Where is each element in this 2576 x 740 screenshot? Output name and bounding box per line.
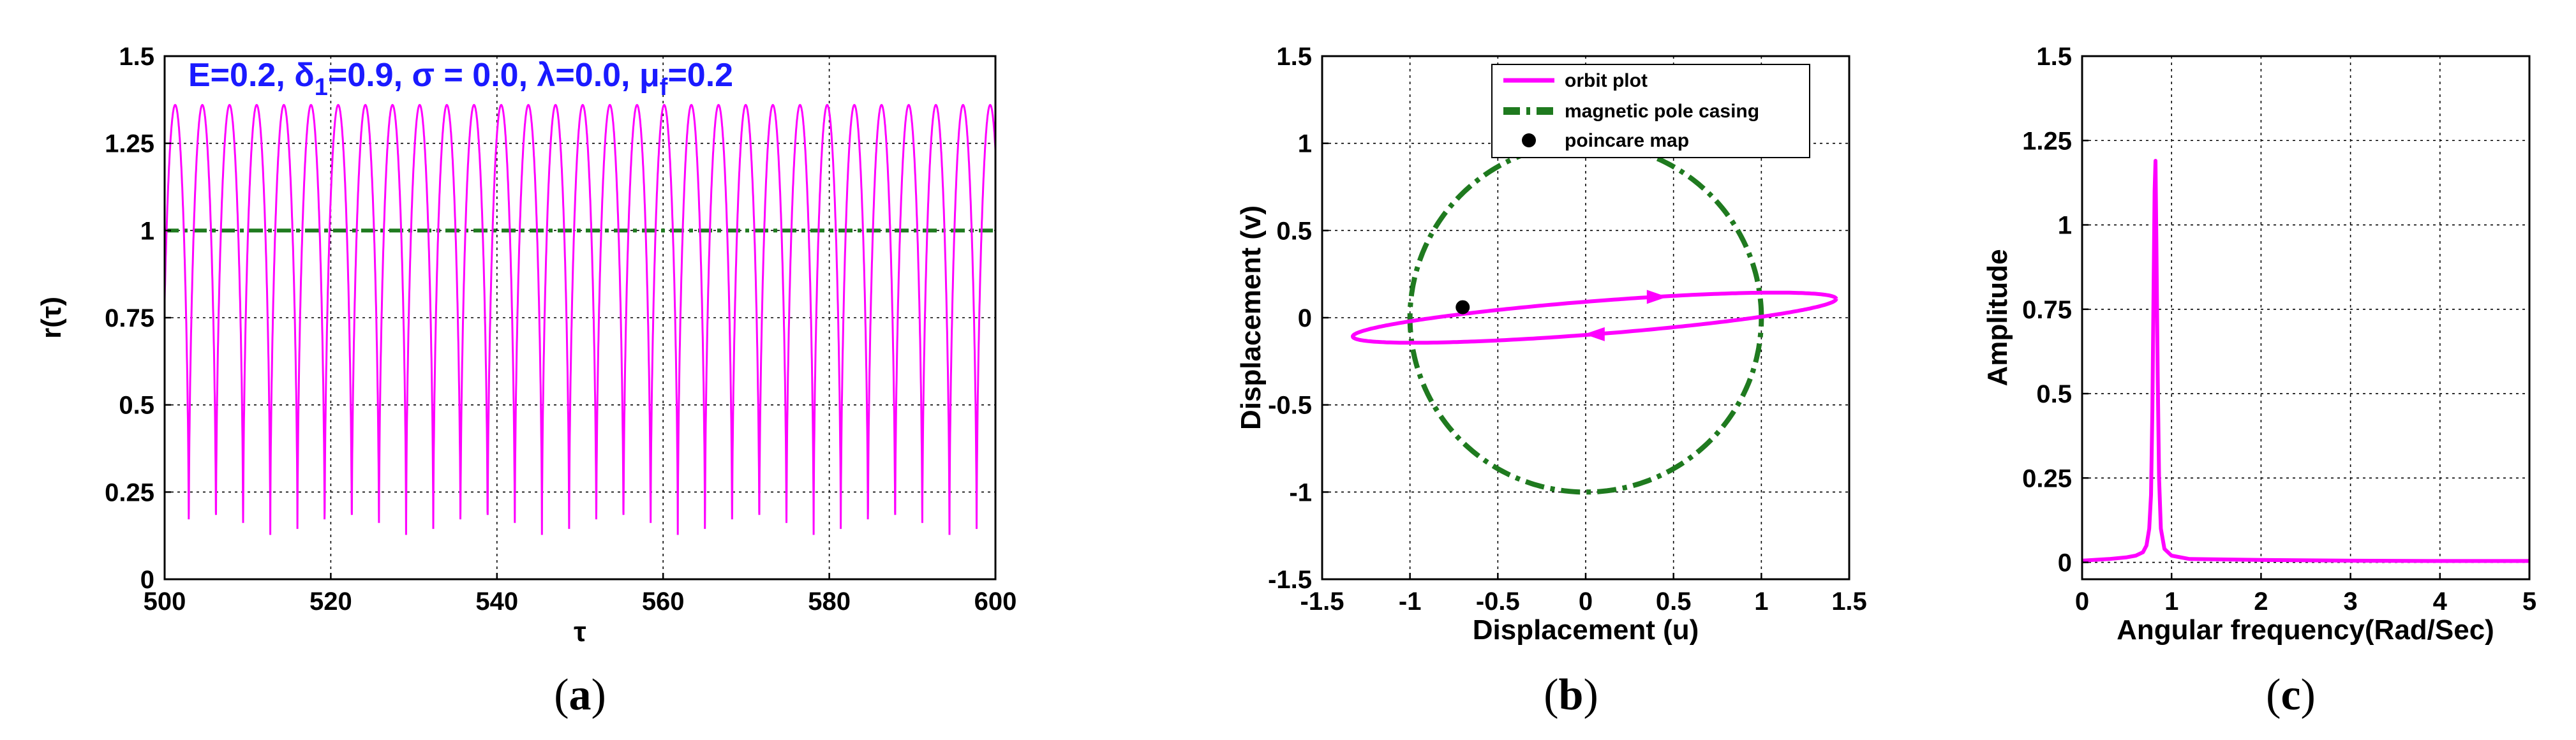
y-tick-label: 0.75 [2022,296,2072,324]
panel-c-xlabel: Angular frequency(Rad/Sec) [2117,614,2494,646]
legend-casing-label: magnetic pole casing [1565,101,1759,122]
anno-mu-sub: f [660,74,668,101]
x-tick-label: 580 [808,588,851,616]
panel-c-ticks: 0 1 2 3 4 5 0 0.25 0.5 0.75 1 1.25 1.5 [2022,43,2536,616]
panel-c-caption-letter: c [2281,670,2300,720]
panel-a-parameter-annotation: E=0.2, δ1=0.9, σ = 0.0, λ=0.0, μf=0.2 [188,57,733,101]
panel-b-series [1351,140,1838,495]
x-tick-label: 0.5 [1656,588,1692,616]
y-tick-label: 1 [1298,130,1312,158]
y-tick-label: 1 [2058,212,2072,240]
x-tick-label: 2 [2254,588,2268,616]
panel-a-caption-letter: a [569,670,592,720]
panel-a-series [163,103,997,535]
orbit-direction-arrow [1584,327,1605,341]
y-tick-label: 0.5 [1276,217,1312,245]
panel-a-xlabel: τ [574,616,586,648]
panel-b-ylabel: Displacement (v) [1235,205,1267,430]
x-tick-label: -1 [1399,588,1422,616]
y-tick-label: 0 [140,566,154,594]
x-tick-label: 560 [642,588,685,616]
y-tick-label: 0.5 [2036,380,2072,408]
panel-a-ticks: 500 520 540 560 580 600 0 0.25 0.5 0.75 1 1.25 1.5 [105,43,1016,616]
orbit-direction-arrow [1646,290,1667,304]
panel-a-caption: (a) [554,670,606,720]
y-tick-label: 1.5 [1276,43,1312,71]
x-tick-label: 1 [1754,588,1768,616]
y-tick-label: 0.25 [105,478,154,507]
panel-b-ticks: -1.5 -1 -0.5 0 0.5 1 1.5 -1.5 -1 -0.5 0 0.5 1 1.5 [1268,43,1867,616]
y-tick-label: 1.25 [105,130,154,158]
panel-a-line-chart: 500 520 540 560 580 600 0 0.25 0.5 0.75 1 1.25 1.5 E… [36,43,1016,720]
series-spectrum-line [2081,159,2529,563]
panel-a-ylabel: r(τ) [36,297,67,339]
y-tick-label: 0.75 [105,304,154,332]
x-tick-label: -0.5 [1476,588,1520,616]
panel-b-caption: (b) [1544,670,1598,720]
x-tick-label: -1.5 [1300,588,1344,616]
y-tick-label: 1 [140,217,154,245]
y-tick-label: 1.5 [119,43,154,71]
y-tick-label: 0 [1298,304,1312,332]
x-tick-label: 500 [144,588,186,616]
y-tick-label: -1.5 [1268,566,1312,594]
legend-orbit-label: orbit plot [1565,70,1648,91]
series-casing-circle [1407,140,1764,495]
x-tick-label: 1.5 [1831,588,1867,616]
y-tick-label: -0.5 [1268,392,1312,420]
y-tick-label: 0 [2058,549,2072,577]
panel-c-axes-box [2081,55,2531,581]
x-tick-label: 0 [2075,588,2089,616]
x-tick-label: 3 [2343,588,2357,616]
y-tick-label: 0.5 [119,392,154,420]
series-r-tau-line [163,103,997,535]
series-orbit-line [1351,290,1838,345]
panel-c-caption: (c) [2266,670,2316,720]
panel-b-legend: orbit plot magnetic pole casing poincare… [1491,64,1810,158]
legend-poincare-marker [1522,133,1536,147]
y-tick-label: 1.5 [2036,43,2072,71]
x-tick-label: 520 [309,588,352,616]
anno-rest1: =0.9, σ = 0.0, λ=0.0, μ [328,57,660,94]
panel-c-ylabel: Amplitude [1982,249,2013,386]
anno-rest2: =0.2 [667,57,733,94]
anno-e: E=0.2, [188,57,294,94]
y-tick-label: -1 [1289,478,1312,507]
panel-c-spectrum-plot: 0 1 2 3 4 5 0 0.25 0.5 0.75 1 1.25 1.5 Angular frequ… [1982,43,2536,720]
x-tick-label: 540 [475,588,518,616]
y-tick-label: 0.25 [2022,464,2072,492]
x-tick-label: 600 [974,588,1017,616]
poincare-map-point [1456,300,1470,314]
anno-delta-sub: 1 [315,74,328,101]
anno-delta: δ [294,57,315,94]
x-tick-label: 4 [2433,588,2448,616]
panel-b-orbit-plot: -1.5 -1 -0.5 0 0.5 1 1.5 -1.5 -1 -0.5 0 0.5 1 1.5 orb… [1235,43,1867,720]
x-tick-label: 5 [2522,588,2536,616]
panel-b-xlabel: Displacement (u) [1473,614,1699,646]
x-tick-label: 1 [2164,588,2178,616]
legend-poincare-label: poincare map [1565,130,1689,151]
panel-c-series [2081,159,2529,563]
panel-b-caption-letter: b [1559,670,1584,720]
x-tick-label: 0 [1579,588,1593,616]
y-tick-label: 1.25 [2022,127,2072,155]
